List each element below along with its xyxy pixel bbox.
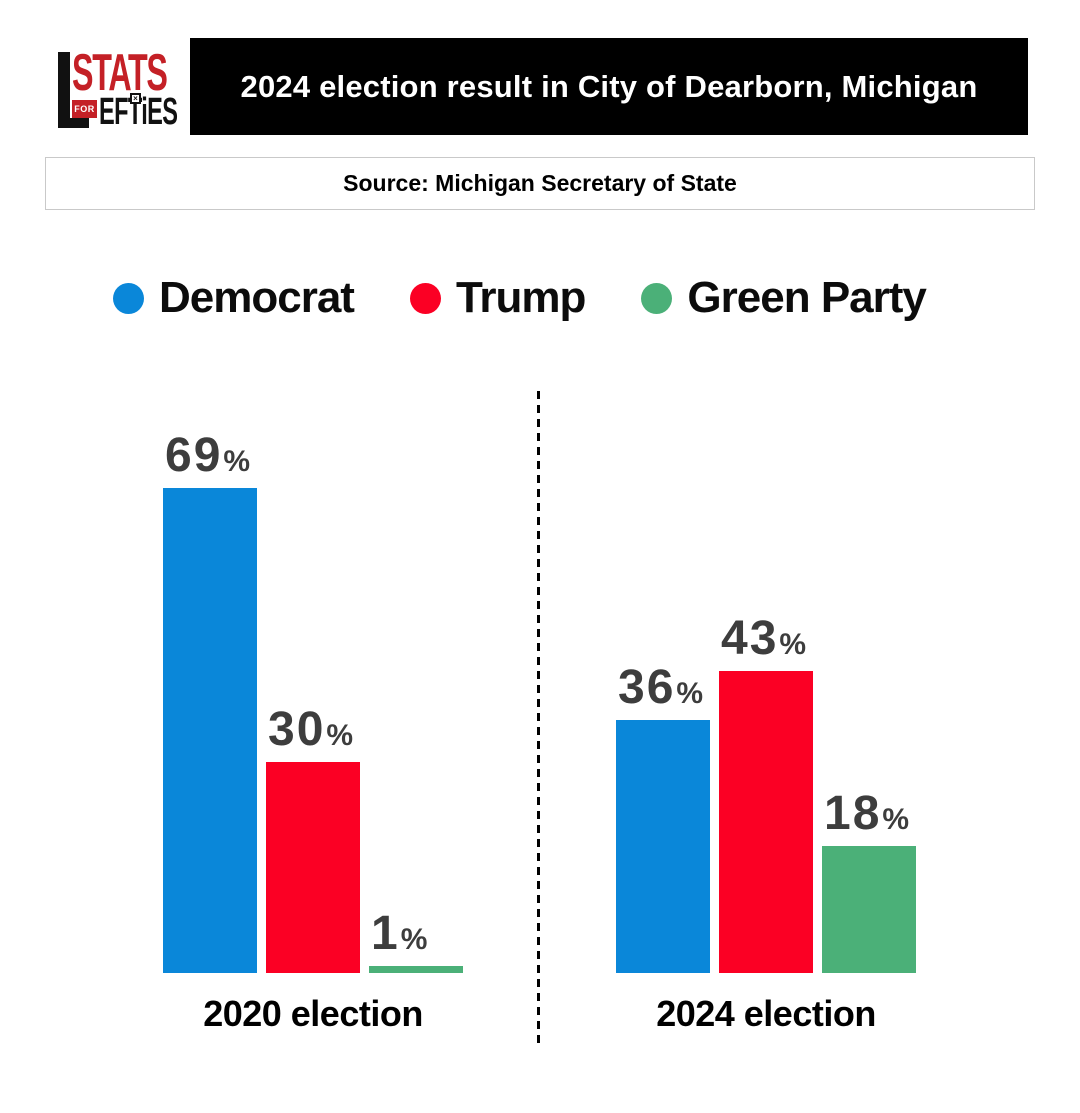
value-number: 1 (371, 907, 400, 960)
percent-sign: % (882, 803, 910, 836)
value-label: 1% (371, 910, 427, 958)
logo-l-bracket (58, 52, 70, 128)
legend-label-democrat: Democrat (159, 273, 355, 322)
value-label: 36% (618, 664, 703, 712)
bar-democrat-2024 (616, 720, 710, 973)
bar-democrat-2020 (163, 488, 257, 973)
percent-sign: % (326, 719, 354, 752)
source-box: Source: Michigan Secretary of State (45, 157, 1035, 210)
stats-for-lefties-logo: STATS FOR EFTiES × (58, 46, 178, 132)
value-number: 69 (165, 429, 223, 482)
category-label-2020: 2020 election (203, 993, 423, 1034)
percent-sign: % (400, 923, 428, 956)
value-number: 36 (618, 661, 676, 714)
bar-trump-2020 (266, 762, 360, 973)
green-party-swatch-icon (641, 282, 673, 314)
value-number: 43 (721, 612, 779, 665)
percent-sign: % (779, 628, 807, 661)
trump-swatch-icon (409, 282, 441, 314)
value-label: 18% (824, 790, 909, 838)
legend-label-green-party: Green Party (687, 273, 926, 322)
value-number: 30 (268, 703, 326, 756)
legend-item-green-party: Green Party (641, 273, 927, 322)
value-label: 30% (268, 706, 353, 754)
ballot-x-icon: × (130, 93, 141, 104)
percent-sign: % (223, 445, 251, 478)
logo-l-bracket-foot (58, 118, 89, 128)
bar-trump-2024 (719, 671, 813, 973)
legend-item-trump: Trump (409, 273, 586, 322)
title-banner: 2024 election result in City of Dearborn… (190, 38, 1028, 135)
chart-legend: Democrat Trump Green Party (113, 273, 927, 322)
bar-green-party-2024 (822, 846, 916, 973)
category-label-2024: 2024 election (656, 993, 876, 1034)
value-label: 69% (165, 432, 250, 480)
value-number: 18 (824, 787, 882, 840)
logo-for-badge: FOR (72, 100, 97, 118)
logo-stats-text: STATS (72, 44, 168, 102)
page-title: 2024 election result in City of Dearborn… (240, 68, 978, 104)
panel-divider-dashed-line (537, 391, 540, 1048)
value-label: 43% (721, 615, 806, 663)
legend-item-democrat: Democrat (113, 273, 355, 322)
democrat-swatch-icon (113, 282, 144, 314)
legend-label-trump: Trump (455, 273, 586, 322)
bar-green-party-2020 (369, 966, 463, 973)
percent-sign: % (676, 677, 704, 710)
source-text: Source: Michigan Secretary of State (343, 170, 737, 196)
